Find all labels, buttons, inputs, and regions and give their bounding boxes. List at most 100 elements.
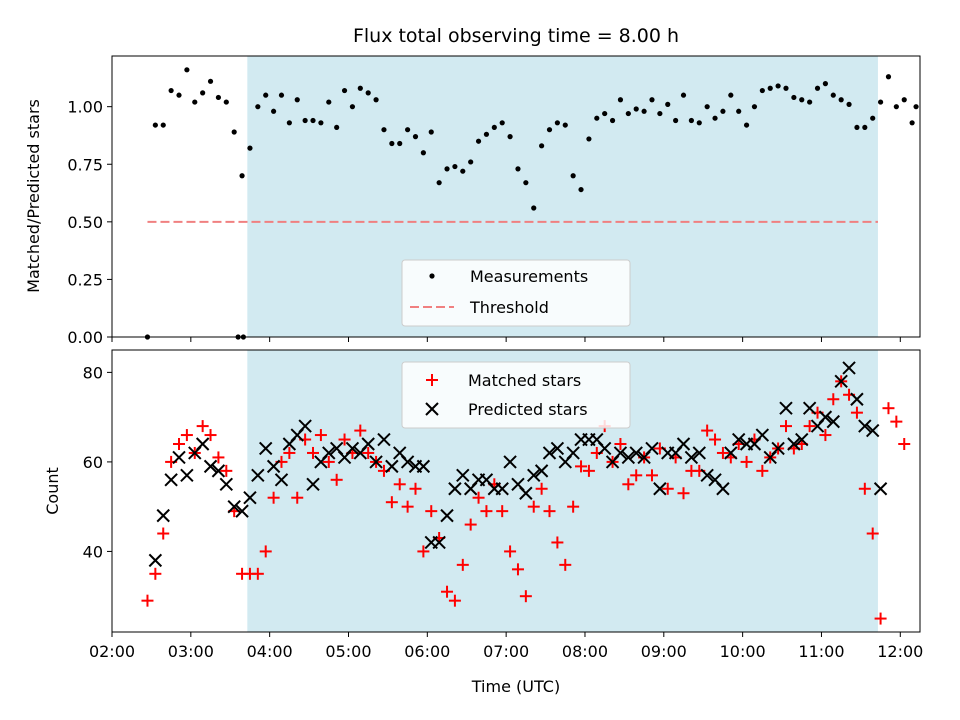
predicted-star-point bbox=[456, 468, 470, 483]
matched-star-point bbox=[417, 545, 430, 558]
predicted-star-point bbox=[345, 441, 360, 456]
measurement-point bbox=[349, 104, 356, 110]
predicted-star-point bbox=[834, 374, 848, 389]
matched-star-point bbox=[409, 482, 422, 495]
matched-star-point bbox=[543, 505, 556, 518]
measurement-point bbox=[499, 120, 505, 126]
ratio-y-tick-label-2: 0.50 bbox=[67, 213, 103, 232]
matched-star-point bbox=[740, 455, 753, 468]
measurement-point bbox=[405, 127, 411, 133]
legend-threshold-label: Threshold bbox=[469, 298, 549, 317]
counts-y-ticks: 40 60 80 bbox=[83, 363, 112, 561]
matched-star-point bbox=[677, 487, 690, 500]
measurement-point bbox=[334, 124, 340, 131]
matched-star-point bbox=[314, 429, 327, 442]
matched-star-point bbox=[858, 482, 871, 495]
predicted-star-point bbox=[266, 459, 281, 474]
matched-star-point bbox=[448, 594, 461, 607]
ratio-y-tick-label-1: 0.25 bbox=[67, 270, 103, 289]
ratio-legend: Measurements Threshold bbox=[401, 259, 631, 327]
matched-star-point bbox=[267, 491, 280, 504]
predicted-star-point bbox=[243, 491, 257, 505]
ratio-y-tick-label-0: 0.00 bbox=[67, 328, 103, 347]
measurement-point bbox=[609, 117, 616, 124]
matched-star-point bbox=[283, 446, 296, 459]
predicted-star-point bbox=[377, 432, 391, 447]
ratio-y-tick-label-3: 0.75 bbox=[67, 155, 103, 174]
measurement-point bbox=[665, 101, 671, 107]
measurement-point bbox=[862, 124, 868, 131]
measurement-point bbox=[846, 101, 852, 107]
predicted-star-point bbox=[385, 459, 399, 474]
matched-star-point bbox=[874, 612, 887, 625]
counts-y-tick-label-1: 60 bbox=[83, 453, 103, 472]
measurement-point bbox=[570, 173, 576, 179]
measurement-point bbox=[649, 97, 655, 103]
predicted-star-point bbox=[211, 464, 226, 478]
measurement-point bbox=[594, 115, 600, 121]
predicted-star-point bbox=[203, 459, 218, 474]
predicted-star-point bbox=[731, 432, 746, 447]
predicted-star-point bbox=[148, 553, 163, 568]
matched-star-point bbox=[622, 478, 635, 491]
ratio-y-axis-label: Matched/Predicted stars bbox=[24, 99, 43, 293]
measurement-point bbox=[657, 110, 663, 117]
predicted-star-point bbox=[274, 473, 289, 487]
measurement-point bbox=[680, 92, 687, 98]
measurement-point bbox=[909, 120, 915, 126]
predicted-star-point bbox=[621, 450, 636, 465]
measurement-point bbox=[546, 127, 553, 133]
measurement-point bbox=[893, 104, 899, 110]
measurement-point bbox=[357, 85, 363, 91]
matched-star-point bbox=[441, 585, 454, 598]
measurement-point bbox=[263, 92, 269, 98]
predicted-star-point bbox=[306, 477, 320, 491]
measurement-point bbox=[381, 127, 387, 133]
matched-star-point bbox=[204, 429, 217, 442]
predicted-star-point bbox=[550, 441, 565, 456]
measurement-point bbox=[326, 99, 332, 105]
measurement-point bbox=[302, 117, 308, 124]
predicted-star-point bbox=[495, 482, 509, 496]
matched-star-point bbox=[709, 433, 722, 446]
matched-star-point bbox=[157, 527, 170, 540]
measurement-point bbox=[751, 104, 758, 110]
measurement-point bbox=[207, 78, 214, 84]
predicted-star-point bbox=[653, 482, 667, 496]
measurement-point bbox=[696, 120, 702, 126]
predicted-star-point bbox=[795, 432, 809, 447]
matched-star-point bbox=[850, 406, 863, 419]
predicted-star-point bbox=[440, 508, 454, 523]
measurement-point bbox=[468, 159, 474, 165]
predicted-star-point bbox=[826, 414, 840, 429]
measurement-point bbox=[854, 124, 860, 131]
measurement-point bbox=[531, 205, 537, 211]
counts-legend: Matched stars Predicted stars bbox=[401, 361, 631, 429]
measurement-point bbox=[539, 143, 545, 149]
matched-star-point bbox=[480, 505, 493, 518]
predicted-star-point bbox=[180, 468, 194, 483]
measurement-point bbox=[641, 108, 647, 114]
predicted-star-points bbox=[148, 361, 888, 568]
predicted-star-point bbox=[724, 446, 738, 460]
x-tick-label-3: 05:00 bbox=[325, 642, 371, 661]
measurement-point bbox=[870, 115, 876, 121]
measurement-point bbox=[712, 115, 718, 121]
matched-star-point bbox=[220, 464, 233, 477]
x-tick-label-1: 03:00 bbox=[168, 642, 214, 661]
measurement-point bbox=[491, 124, 497, 131]
legend-matched-marker bbox=[426, 374, 438, 386]
matched-star-point bbox=[701, 424, 714, 437]
measurement-point bbox=[444, 166, 450, 172]
measurement-point bbox=[830, 92, 836, 98]
matched-star-point bbox=[567, 500, 580, 513]
matched-star-point bbox=[196, 420, 209, 433]
x-axis-label: Time (UTC) bbox=[471, 677, 560, 696]
matched-star-point bbox=[338, 433, 351, 446]
counts-y-tick-label-2: 80 bbox=[83, 363, 103, 382]
matched-star-point bbox=[519, 590, 532, 603]
ratio-x-ticks bbox=[111, 337, 901, 342]
matched-star-point bbox=[890, 415, 903, 428]
measurement-point bbox=[483, 131, 490, 137]
predicted-star-point bbox=[684, 450, 699, 465]
